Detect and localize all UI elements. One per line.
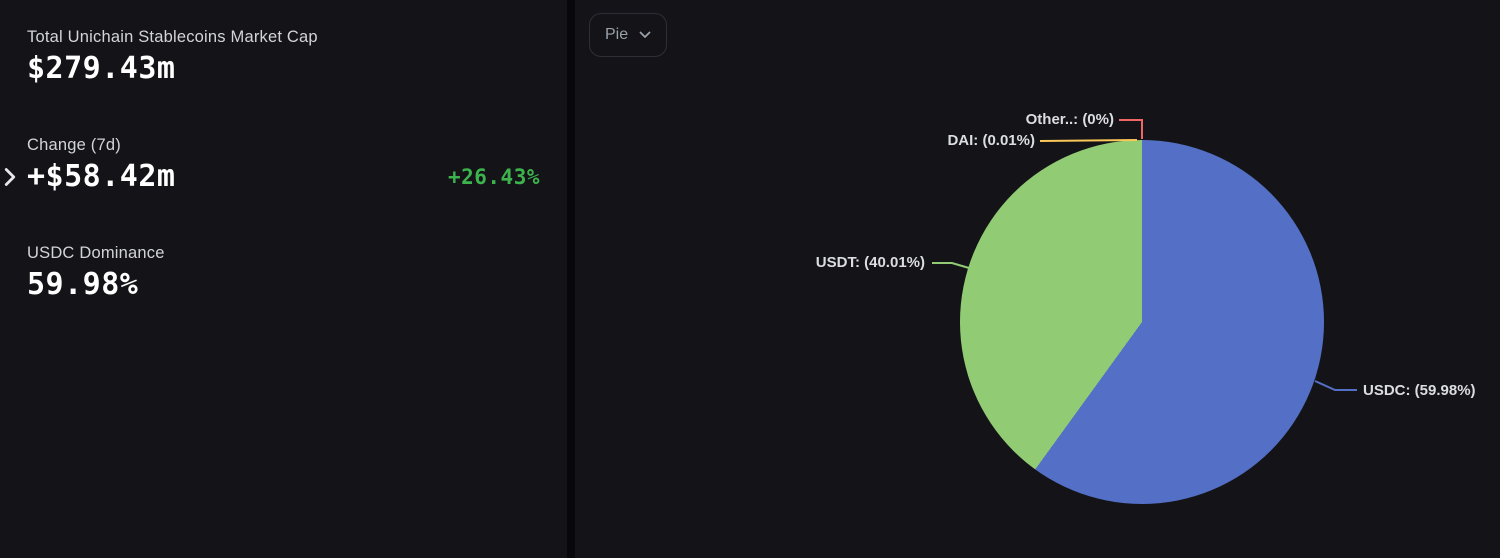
stat-label: Change (7d) [27,136,121,154]
stat-usdc-dominance: USDC Dominance 59.98% [27,242,540,306]
stat-label: USDC Dominance [27,244,165,262]
pie-label-usdt: USDT: (40.01%) [815,254,925,271]
chart-type-dropdown[interactable]: Pie [589,13,668,57]
change-percent-badge: +26.43% [447,165,540,189]
pie-label-usdc: USDC: (59.98%) [1363,382,1476,399]
pie-chart[interactable] [960,140,1324,504]
chevron-down-icon [639,31,651,39]
stat-value: 59.98% [27,267,139,302]
stat-value: +$58.42m [27,159,176,194]
change-row: +$58.42m +26.43% [4,156,540,198]
chart-panel: Pie Other..: (0%) DAI: (0.01%) USDT: (40… [575,0,1500,558]
panel-divider [567,0,575,558]
chevron-right-icon[interactable] [3,166,19,188]
stat-total-market-cap: Total Unichain Stablecoins Market Cap $2… [27,26,540,90]
stat-change-7d: Change (7d) +$58.42m +26.43% [4,134,540,198]
stats-panel: Total Unichain Stablecoins Market Cap $2… [0,0,567,558]
pie-label-other: Other..: (0%) [1025,111,1114,128]
chart-type-label: Pie [605,26,629,43]
leader-line-usdc [1314,380,1357,391]
pie-label-dai: DAI: (0.01%) [947,132,1035,149]
stat-label: Total Unichain Stablecoins Market Cap [27,28,318,46]
stat-value: $279.43m [27,51,176,86]
leader-line-usdt [932,262,970,269]
leader-line-other [1119,119,1143,139]
